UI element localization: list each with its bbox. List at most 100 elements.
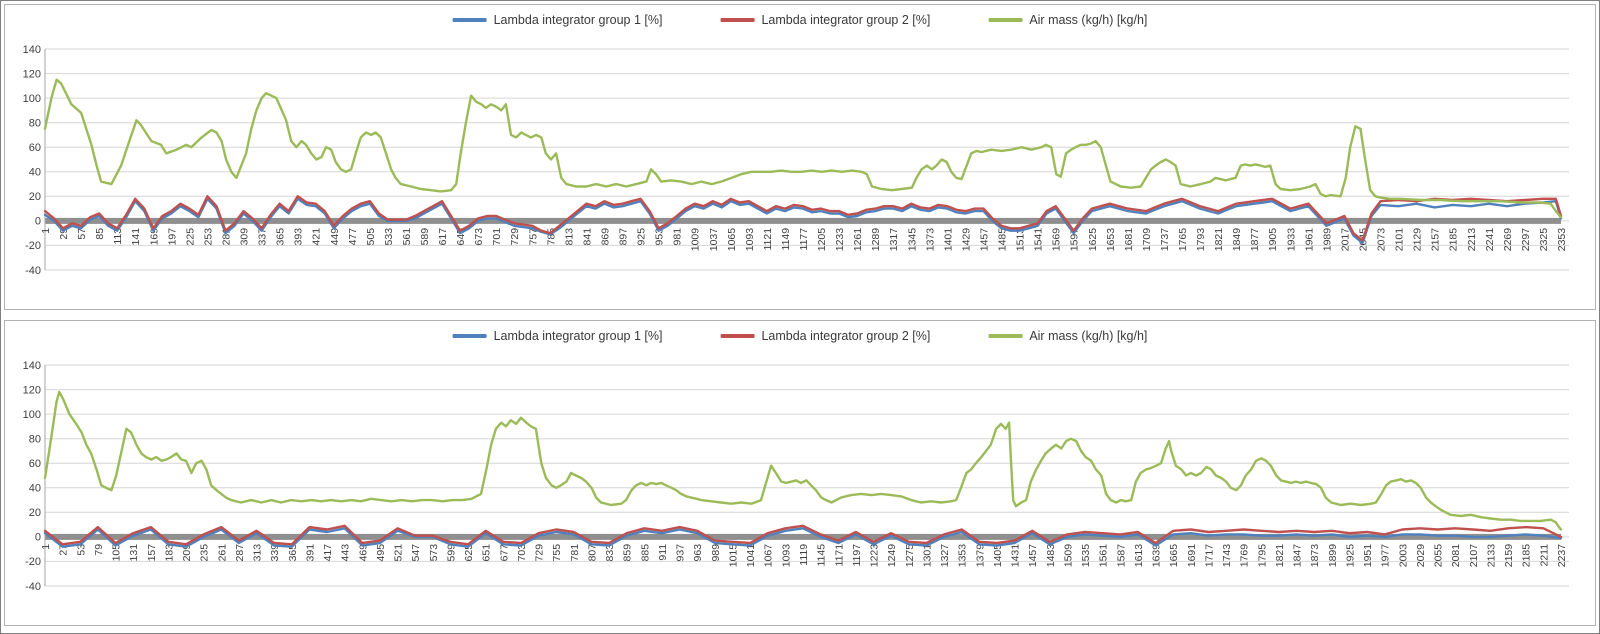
x-tick-label: 197	[166, 228, 178, 246]
x-tick-label: 1977	[1380, 544, 1392, 568]
y-tick-label: 40	[29, 167, 41, 179]
x-tick-label: 701	[491, 228, 503, 246]
x-tick-label: 1317	[888, 228, 900, 252]
x-tick-label: 79	[93, 544, 105, 556]
chart-panel-bottom: Lambda integrator group 1 [%] Lambda int…	[4, 320, 1596, 626]
x-tick-label: 417	[322, 544, 334, 562]
x-tick-label: 1877	[1249, 228, 1261, 252]
x-tick-label: 1541	[1033, 228, 1045, 252]
x-tick-label: 989	[710, 544, 722, 562]
x-tick-label: 1665	[1168, 544, 1180, 568]
legend-label-lambda-group-2: Lambda integrator group 2 [%]	[761, 13, 931, 27]
x-tick-label: 261	[216, 544, 228, 562]
x-tick-label: 1205	[816, 228, 828, 252]
x-tick-label: 1681	[1123, 228, 1135, 252]
x-tick-label: 1223	[869, 544, 881, 568]
x-tick-label: 253	[202, 228, 214, 246]
x-tick-label: 599	[445, 544, 457, 562]
legend-top: Lambda integrator group 1 [%] Lambda int…	[452, 13, 1147, 27]
series-line-1	[43, 527, 1563, 548]
y-tick-label: 140	[23, 44, 41, 56]
x-tick-label: 209	[181, 544, 193, 562]
x-tick-label: 1431	[1010, 544, 1022, 568]
x-tick-label: 617	[437, 228, 449, 246]
x-tick-label: 1119	[798, 544, 810, 566]
x-tick-label: 469	[357, 544, 369, 562]
x-tick-label: 589	[419, 228, 431, 246]
x-tick-label: 1067	[763, 544, 775, 568]
x-tick-label: 1275	[904, 544, 916, 568]
x-tick-label: 1485	[997, 228, 1009, 252]
x-tick-label: 1093	[744, 228, 756, 252]
x-tick-label: 2353	[1556, 228, 1568, 252]
x-tick-label: 1009	[690, 228, 702, 252]
x-tick-label: 1597	[1069, 228, 1081, 252]
x-tick-label: 833	[604, 544, 616, 562]
x-tick-label: 937	[675, 544, 687, 562]
legend-line-marker-red-icon	[720, 18, 755, 22]
x-tick-label: 1171	[833, 544, 845, 567]
x-tick-label: 157	[146, 544, 158, 562]
x-tick-label: 2325	[1538, 228, 1550, 252]
x-tick-label: 1401	[942, 228, 954, 252]
x-tick-label: 495	[375, 544, 387, 562]
x-tick-label: 781	[569, 544, 581, 562]
x-tick-label: 1765	[1177, 228, 1189, 252]
x-tick-label: 573	[428, 544, 440, 562]
x-tick-label: 1405	[992, 544, 1004, 568]
x-tick-label: 1769	[1239, 544, 1251, 568]
series-line-2	[43, 195, 1563, 242]
series-line-2	[43, 524, 1563, 546]
legend-label-air-mass: Air mass (kg/h) [kg/h]	[1029, 13, 1148, 27]
x-tick-label: 1327	[939, 544, 951, 568]
y-tick-label: 100	[23, 409, 41, 421]
x-tick-label: 521	[393, 544, 405, 562]
x-tick-label: 29	[58, 228, 70, 240]
legend-item-lambda-group-1: Lambda integrator group 1 [%]	[452, 13, 662, 27]
x-tick-label: 1429	[960, 228, 972, 252]
x-tick-label: 1933	[1285, 228, 1297, 252]
x-tick-label: 755	[551, 544, 563, 562]
x-tick-label: 813	[563, 228, 575, 246]
x-tick-label: 2003	[1397, 544, 1409, 568]
x-tick-label: 1639	[1151, 544, 1163, 568]
x-tick-label: 561	[401, 228, 413, 246]
x-tick-label: 1717	[1203, 544, 1215, 568]
legend-label-air-mass: Air mass (kg/h) [kg/h]	[1029, 329, 1148, 343]
legend-line-marker-green-icon	[988, 18, 1023, 22]
y-tick-label: -40	[25, 265, 41, 277]
x-tick-label: 505	[365, 228, 377, 246]
x-tick-label: 1561	[1098, 544, 1110, 568]
legend-item-lambda-group-2: Lambda integrator group 2 [%]	[720, 13, 930, 27]
x-tick-label: 2107	[1468, 544, 1480, 568]
x-tick-label: 729	[534, 544, 546, 562]
x-tick-label: 287	[234, 544, 246, 562]
x-tick-label: 729	[509, 228, 521, 246]
x-tick-label: 105	[111, 544, 123, 562]
x-tick-label: 1951	[1362, 544, 1374, 568]
x-tick-label: 757	[527, 228, 539, 246]
x-tick-label: 1873	[1309, 544, 1321, 568]
x-tick-label: 677	[498, 544, 510, 562]
x-tick-label: 2211	[1538, 544, 1550, 567]
legend-label-lambda-group-1: Lambda integrator group 1 [%]	[493, 329, 663, 343]
x-tick-label: 953	[654, 228, 666, 246]
x-tick-label: 1249	[886, 544, 898, 568]
y-tick-label: 140	[23, 360, 41, 372]
legend-item-air-mass: Air mass (kg/h) [kg/h]	[988, 13, 1147, 27]
x-tick-label: 169	[148, 228, 160, 246]
x-tick-label: 1093	[780, 544, 792, 568]
x-tick-label: 1793	[1195, 228, 1207, 252]
x-tick-label: 53	[75, 544, 87, 556]
x-tick-label: 1535	[1080, 544, 1092, 568]
x-tick-label: 869	[600, 228, 612, 246]
x-tick-label: 1457	[1027, 544, 1039, 568]
x-tick-label: 1145	[816, 544, 828, 567]
x-tick-label: 981	[672, 228, 684, 246]
x-tick-label: 225	[184, 228, 196, 246]
x-tick-label: 841	[581, 228, 593, 246]
x-tick-label: 113	[112, 228, 124, 245]
x-tick-label: 391	[304, 544, 316, 562]
x-tick-label: 1849	[1231, 228, 1243, 252]
